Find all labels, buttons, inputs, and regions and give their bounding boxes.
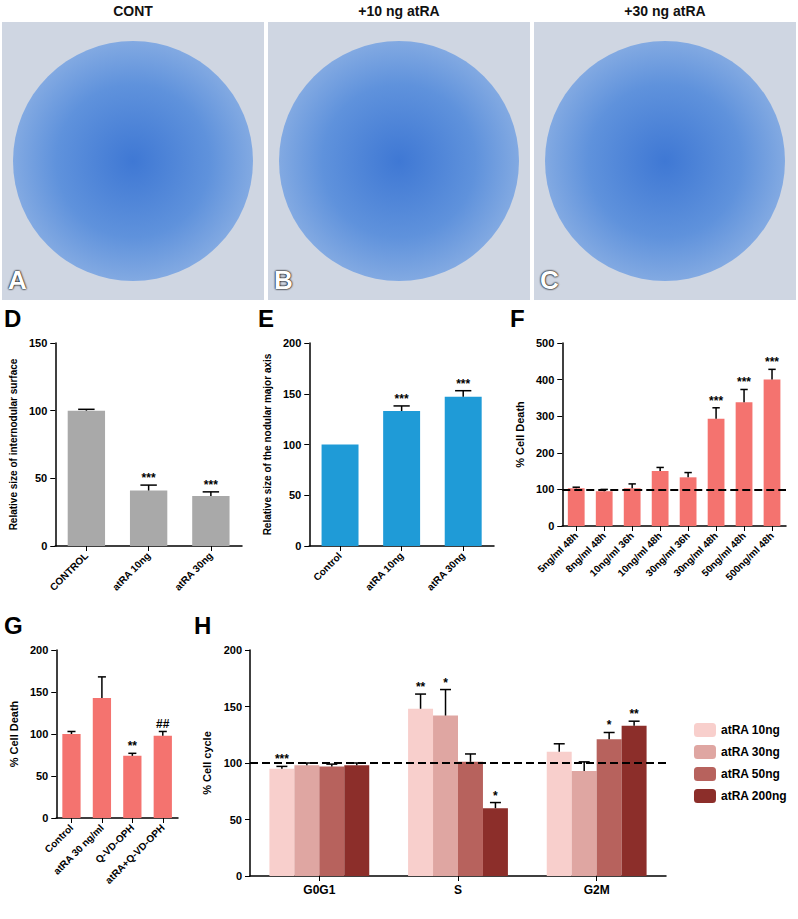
svg-text:***: *** [395, 392, 409, 406]
svg-text:100: 100 [224, 757, 242, 769]
svg-text:atRA 30 ng/ml: atRA 30 ng/ml [51, 822, 106, 877]
svg-text:100: 100 [29, 405, 47, 417]
svg-text:***: *** [275, 752, 289, 766]
svg-text:200: 200 [283, 337, 301, 349]
svg-text:50ng/ml 48h: 50ng/ml 48h [699, 530, 748, 579]
svg-text:*: * [443, 676, 448, 690]
svg-text:150: 150 [30, 686, 48, 698]
svg-text:30ng/ml 36h: 30ng/ml 36h [643, 530, 692, 579]
svg-text:100: 100 [536, 483, 554, 495]
svg-text:***: *** [709, 394, 723, 408]
svg-text:**: ** [416, 680, 426, 694]
svg-text:% Cell cycle: % Cell cycle [201, 731, 213, 795]
svg-text:***: *** [456, 377, 470, 391]
svg-text:atRA 10ng: atRA 10ng [363, 550, 405, 592]
svg-text:atRA 200ng: atRA 200ng [721, 789, 787, 803]
html-text:B: B [274, 265, 293, 295]
svg-text:atRA 30ng: atRA 30ng [721, 745, 780, 759]
svg-text:8ng/ml 48h: 8ng/ml 48h [563, 530, 609, 575]
svg-text:0: 0 [548, 520, 554, 532]
svg-text:30ng/ml 48h: 30ng/ml 48h [671, 530, 720, 579]
svg-text:*: * [493, 789, 498, 803]
svg-text:***: *** [765, 355, 779, 369]
svg-text:50: 50 [230, 814, 242, 826]
svg-text:atRA+Q-VD-OPH: atRA+Q-VD-OPH [103, 822, 167, 886]
svg-text:200: 200 [224, 644, 242, 656]
svg-text:**: ** [629, 707, 639, 721]
svg-text:##: ## [156, 717, 170, 731]
svg-text:10ng/ml 48h: 10ng/ml 48h [615, 530, 664, 579]
html-text:+10 ng atRA: +10 ng atRA [358, 3, 440, 19]
html-text:CONT: CONT [113, 3, 153, 19]
svg-text:***: *** [737, 375, 751, 389]
svg-text:200: 200 [30, 644, 48, 656]
html-text:C: C [540, 265, 559, 295]
svg-text:0: 0 [236, 870, 242, 882]
svg-text:150: 150 [224, 701, 242, 713]
html-text:A: A [8, 265, 27, 295]
svg-text:0: 0 [41, 540, 47, 552]
svg-text:10ng/ml 36h: 10ng/ml 36h [587, 530, 637, 579]
svg-text:atRA 30ng: atRA 30ng [425, 550, 467, 592]
svg-text:300: 300 [536, 410, 554, 422]
html-text:H: H [194, 612, 212, 639]
svg-text:atRA 10ng: atRA 10ng [721, 723, 780, 737]
svg-text:***: *** [204, 478, 218, 492]
svg-text:Relative size of internodular: Relative size of internodular surface [8, 358, 19, 530]
svg-text:50: 50 [36, 770, 48, 782]
svg-text:500: 500 [536, 337, 554, 349]
svg-text:400: 400 [536, 374, 554, 386]
html-text:D: D [4, 305, 22, 332]
svg-text:% Cell Death: % Cell Death [514, 401, 526, 468]
html-text:+30 ng atRA: +30 ng atRA [624, 3, 706, 19]
svg-text:atRA 10ng: atRA 10ng [110, 550, 152, 592]
svg-text:Control: Control [311, 550, 344, 583]
html-text:E: E [258, 305, 274, 332]
html-text:F: F [510, 305, 525, 332]
svg-text:atRA 50ng: atRA 50ng [721, 767, 780, 781]
svg-text:5ng/ml 48h: 5ng/ml 48h [535, 530, 581, 575]
svg-text:**: ** [128, 739, 138, 753]
svg-text:S: S [454, 883, 462, 897]
svg-text:% Cell Death: % Cell Death [8, 700, 20, 767]
svg-text:***: *** [142, 471, 156, 485]
svg-text:atRA 30ng: atRA 30ng [172, 550, 214, 592]
svg-text:100: 100 [30, 728, 48, 740]
svg-text:Relative size of the nodular m: Relative size of the nodular major axis [262, 353, 273, 535]
html-text:G: G [4, 612, 23, 639]
svg-text:CONTROL: CONTROL [48, 550, 91, 593]
svg-text:200: 200 [536, 447, 554, 459]
svg-text:0: 0 [295, 540, 301, 552]
svg-text:150: 150 [29, 337, 47, 349]
svg-text:500ng/ml 48h: 500ng/ml 48h [723, 530, 776, 583]
svg-text:50: 50 [289, 489, 301, 501]
svg-text:0: 0 [42, 812, 48, 824]
svg-text:50: 50 [35, 472, 47, 484]
svg-text:G2M: G2M [584, 883, 610, 897]
svg-text:Control: Control [42, 822, 76, 855]
svg-text:G0G1: G0G1 [303, 883, 335, 897]
svg-text:150: 150 [283, 388, 301, 400]
svg-text:100: 100 [283, 439, 301, 451]
svg-text:*: * [607, 718, 612, 732]
